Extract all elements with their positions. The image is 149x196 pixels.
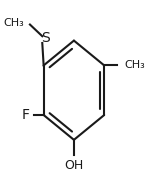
Text: F: F: [22, 108, 30, 122]
Text: S: S: [41, 31, 50, 45]
Text: OH: OH: [64, 159, 84, 172]
Text: CH₃: CH₃: [4, 18, 24, 28]
Text: CH₃: CH₃: [125, 60, 146, 70]
